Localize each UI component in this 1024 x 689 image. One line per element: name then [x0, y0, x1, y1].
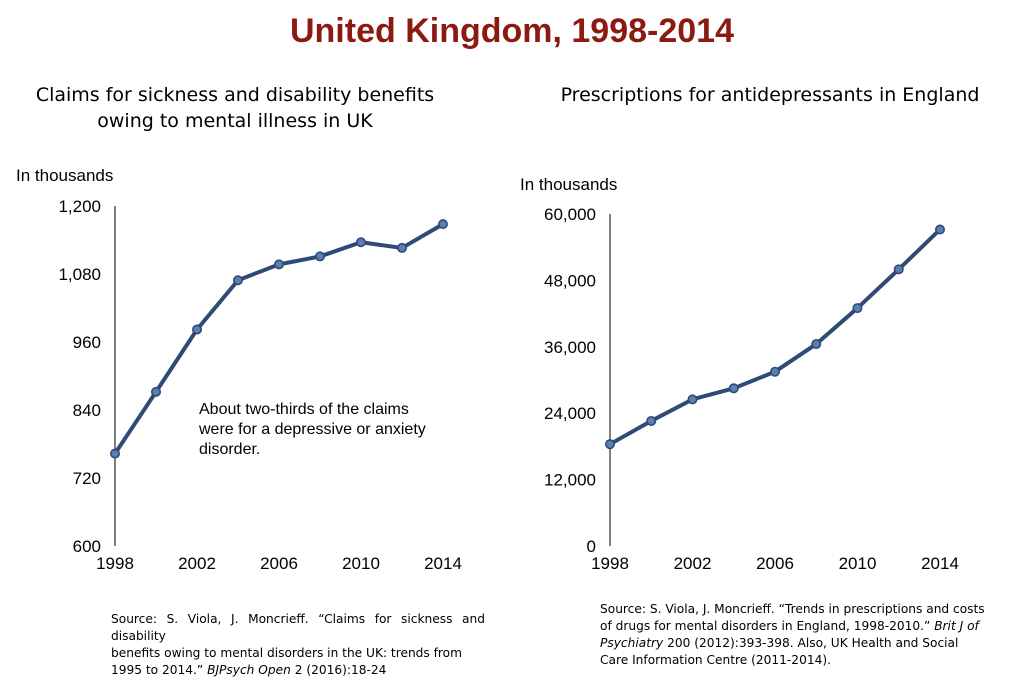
left-y-tick: 960 [73, 333, 101, 352]
left-chart-title: Claims for sickness and disability benef… [20, 82, 450, 134]
right-y-tick: 48,000 [544, 271, 596, 290]
right-y-tick: 24,000 [544, 404, 596, 423]
left-y-tick: 1,200 [58, 197, 101, 216]
right-y-tick-label: 24,000 [544, 404, 596, 423]
left-x-tick-label: 2006 [260, 554, 298, 573]
left-y-tick: 600 [73, 537, 101, 556]
right-data-point [728, 383, 739, 394]
left-y-tick-label: 1,080 [58, 265, 101, 284]
left-line-chart: 600 720 840 960 1,080 1,200 1998 2002 2006 2010 20… [58, 197, 461, 573]
left-x-tick: 2002 [178, 554, 216, 573]
left-chart-title-line2: owing to mental illness in UK [97, 110, 373, 132]
left-x-tick-label: 2002 [178, 554, 216, 573]
right-data-point [893, 264, 904, 275]
right-source-note: Source: S. Viola, J. Moncrieff. “Trends … [600, 601, 1004, 669]
right-x-tick: 2002 [674, 554, 712, 573]
left-source-note: Source: S. Viola, J. Moncrieff. “Claims … [111, 611, 485, 679]
left-data-point [273, 259, 284, 270]
left-y-tick-label: 600 [73, 537, 101, 556]
left-y-tick: 840 [73, 401, 101, 420]
right-data-point [811, 339, 822, 350]
page-title: United Kingdom, 1998-2014 [289, 12, 734, 50]
right-source-journal-part1: Brit J of [934, 619, 979, 633]
right-unit-label: In thousands [520, 175, 618, 194]
left-y-tick-label: 720 [73, 469, 101, 488]
left-y-tick-label: 1,200 [58, 197, 101, 216]
right-x-tick: 1998 [591, 554, 629, 573]
right-source-line4: Care Information Centre (2011-2014). [600, 653, 831, 667]
left-data-point [110, 448, 121, 459]
left-source-line3: 1995 to 2014.” BJPsych Open 2 (2016):18-… [111, 662, 485, 679]
right-source-line2-prefix: of drugs for mental disorders in England… [600, 619, 931, 633]
right-y-tick: 60,000 [544, 205, 596, 224]
right-data-point [934, 224, 945, 235]
left-x-tick: 2010 [342, 554, 380, 573]
right-series-line [609, 228, 942, 446]
left-x-tick-label: 1998 [96, 554, 134, 573]
left-data-point [314, 251, 325, 262]
annotation-line3: disorder. [199, 441, 261, 458]
left-x-tick-label: 2010 [342, 554, 380, 573]
right-y-tick-label: 12,000 [544, 471, 596, 490]
right-y-tick: 0 [587, 537, 596, 556]
left-x-tick: 2014 [424, 554, 462, 573]
right-source-line2: of drugs for mental disorders in England… [600, 618, 1004, 635]
right-source-line3: Psychiatry 200 (2012):393-398. Also, UK … [600, 635, 1004, 652]
right-line-chart: 0 12,000 24,000 36,000 48,000 60,000 1998 2002 2… [544, 205, 959, 573]
right-y-tick-label: 36,000 [544, 338, 596, 357]
right-y-tick-label: 0 [587, 537, 596, 556]
left-x-tick: 1998 [96, 554, 134, 573]
right-x-tick-label: 2006 [756, 554, 794, 573]
left-data-point [151, 386, 162, 397]
right-data-point [604, 439, 615, 450]
left-y-tick-label: 960 [73, 333, 101, 352]
left-data-point [192, 324, 203, 335]
left-series-line [113, 222, 445, 455]
left-data-point [355, 237, 366, 248]
right-x-tick: 2014 [921, 554, 959, 573]
right-source-line1: Source: S. Viola, J. Moncrieff. “Trends … [600, 602, 985, 616]
right-chart-title: Prescriptions for antidepressants in Eng… [540, 82, 1000, 108]
right-data-point [687, 394, 698, 405]
left-source-line3-prefix: 1995 to 2014.” [111, 663, 204, 677]
left-x-tick: 2006 [260, 554, 298, 573]
left-data-point [396, 242, 407, 253]
right-x-tick: 2010 [839, 554, 877, 573]
right-x-tick-label: 2010 [839, 554, 877, 573]
right-x-tick-label: 2014 [921, 554, 959, 573]
right-data-point [852, 303, 863, 314]
right-x-tick-label: 2002 [674, 554, 712, 573]
left-source-line2: benefits owing to mental disorders in th… [111, 646, 463, 660]
left-x-tick-label: 2014 [424, 554, 462, 573]
right-chart-title-line1: Prescriptions for antidepressants in Eng… [560, 84, 980, 106]
left-data-point [233, 275, 244, 286]
right-y-tick: 12,000 [544, 471, 596, 490]
right-y-tick-label: 48,000 [544, 271, 596, 290]
left-source-line1: Source: S. Viola, J. Moncrieff. “Claims … [111, 612, 485, 643]
right-data-point [769, 366, 780, 377]
right-x-tick-label: 1998 [591, 554, 629, 573]
right-source-line3-suffix: 200 (2012):393-398. Also, UK Health and … [667, 636, 959, 650]
left-unit-label: In thousands [16, 166, 114, 185]
left-source-journal: BJPsych Open [207, 663, 291, 677]
annotation-line1: About two-thirds of the claims [199, 401, 409, 418]
right-source-journal-part2: Psychiatry [600, 636, 664, 650]
left-chart-annotation: About two-thirds of the claims were for … [199, 400, 469, 460]
right-y-tick: 36,000 [544, 338, 596, 357]
right-x-tick: 2006 [756, 554, 794, 573]
left-source-line3-suffix: 2 (2016):18-24 [294, 663, 387, 677]
right-data-point [646, 415, 657, 426]
left-y-tick-label: 840 [73, 401, 101, 420]
right-y-tick-label: 60,000 [544, 205, 596, 224]
left-y-tick: 1,080 [58, 265, 101, 284]
left-data-point [437, 219, 448, 230]
annotation-line2: were for a depressive or anxiety [199, 421, 426, 438]
left-y-tick: 720 [73, 469, 101, 488]
left-chart-title-line1: Claims for sickness and disability benef… [35, 84, 435, 106]
